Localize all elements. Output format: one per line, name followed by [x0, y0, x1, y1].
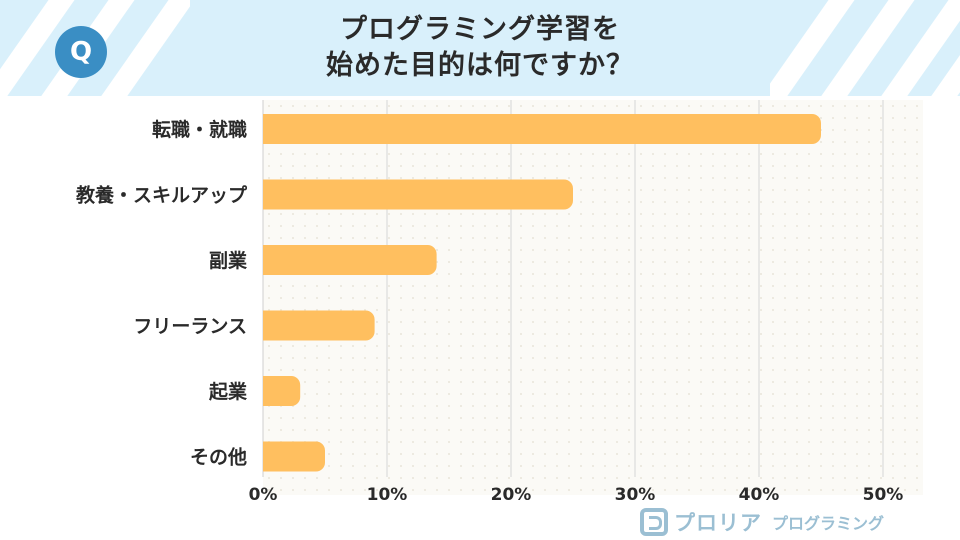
bar-left-cap: [263, 310, 273, 341]
bar: [263, 179, 573, 210]
header-banner: プログラミング学習を 始めた目的は何ですか？: [0, 0, 960, 96]
category-label: 教養・スキルアップ: [76, 184, 248, 207]
category-label: 転職・就職: [152, 118, 247, 141]
x-tick-label: 10%: [367, 485, 408, 505]
bar-left-cap: [263, 179, 273, 210]
brand-subtitle: プログラミング: [772, 514, 885, 533]
x-tick-label: 0%: [249, 485, 278, 505]
x-tick-label: 30%: [615, 485, 656, 505]
page-title-line-1: プログラミング学習を: [340, 14, 620, 45]
brand-logo-icon: [640, 508, 668, 536]
question-badge-letter: Q: [69, 37, 93, 67]
bar: [263, 245, 437, 275]
brand-name: プロリア: [674, 511, 762, 535]
question-badge-icon: Q: [55, 26, 107, 78]
bar-left-cap: [263, 114, 273, 144]
category-label: 起業: [208, 380, 248, 403]
plot-area-background: [263, 100, 923, 495]
x-tick-label: 50%: [863, 485, 904, 505]
category-label: フリーランス: [133, 316, 247, 338]
category-label: その他: [190, 446, 247, 469]
x-tick-label: 40%: [739, 485, 780, 505]
bar: [263, 310, 375, 341]
page-title-line-2: 始めた目的は何ですか？: [326, 50, 634, 81]
category-label: 副業: [209, 249, 248, 272]
bar: [263, 114, 821, 144]
bar-left-cap: [263, 441, 273, 472]
bar-left-cap: [263, 245, 273, 275]
x-tick-label: 20%: [491, 485, 532, 505]
brand-logo-area: プロリア プログラミング: [640, 504, 884, 540]
bar-left-cap: [263, 376, 273, 406]
bar: [263, 441, 325, 472]
title-box: プログラミング学習を 始めた目的は何ですか？: [190, 0, 770, 96]
